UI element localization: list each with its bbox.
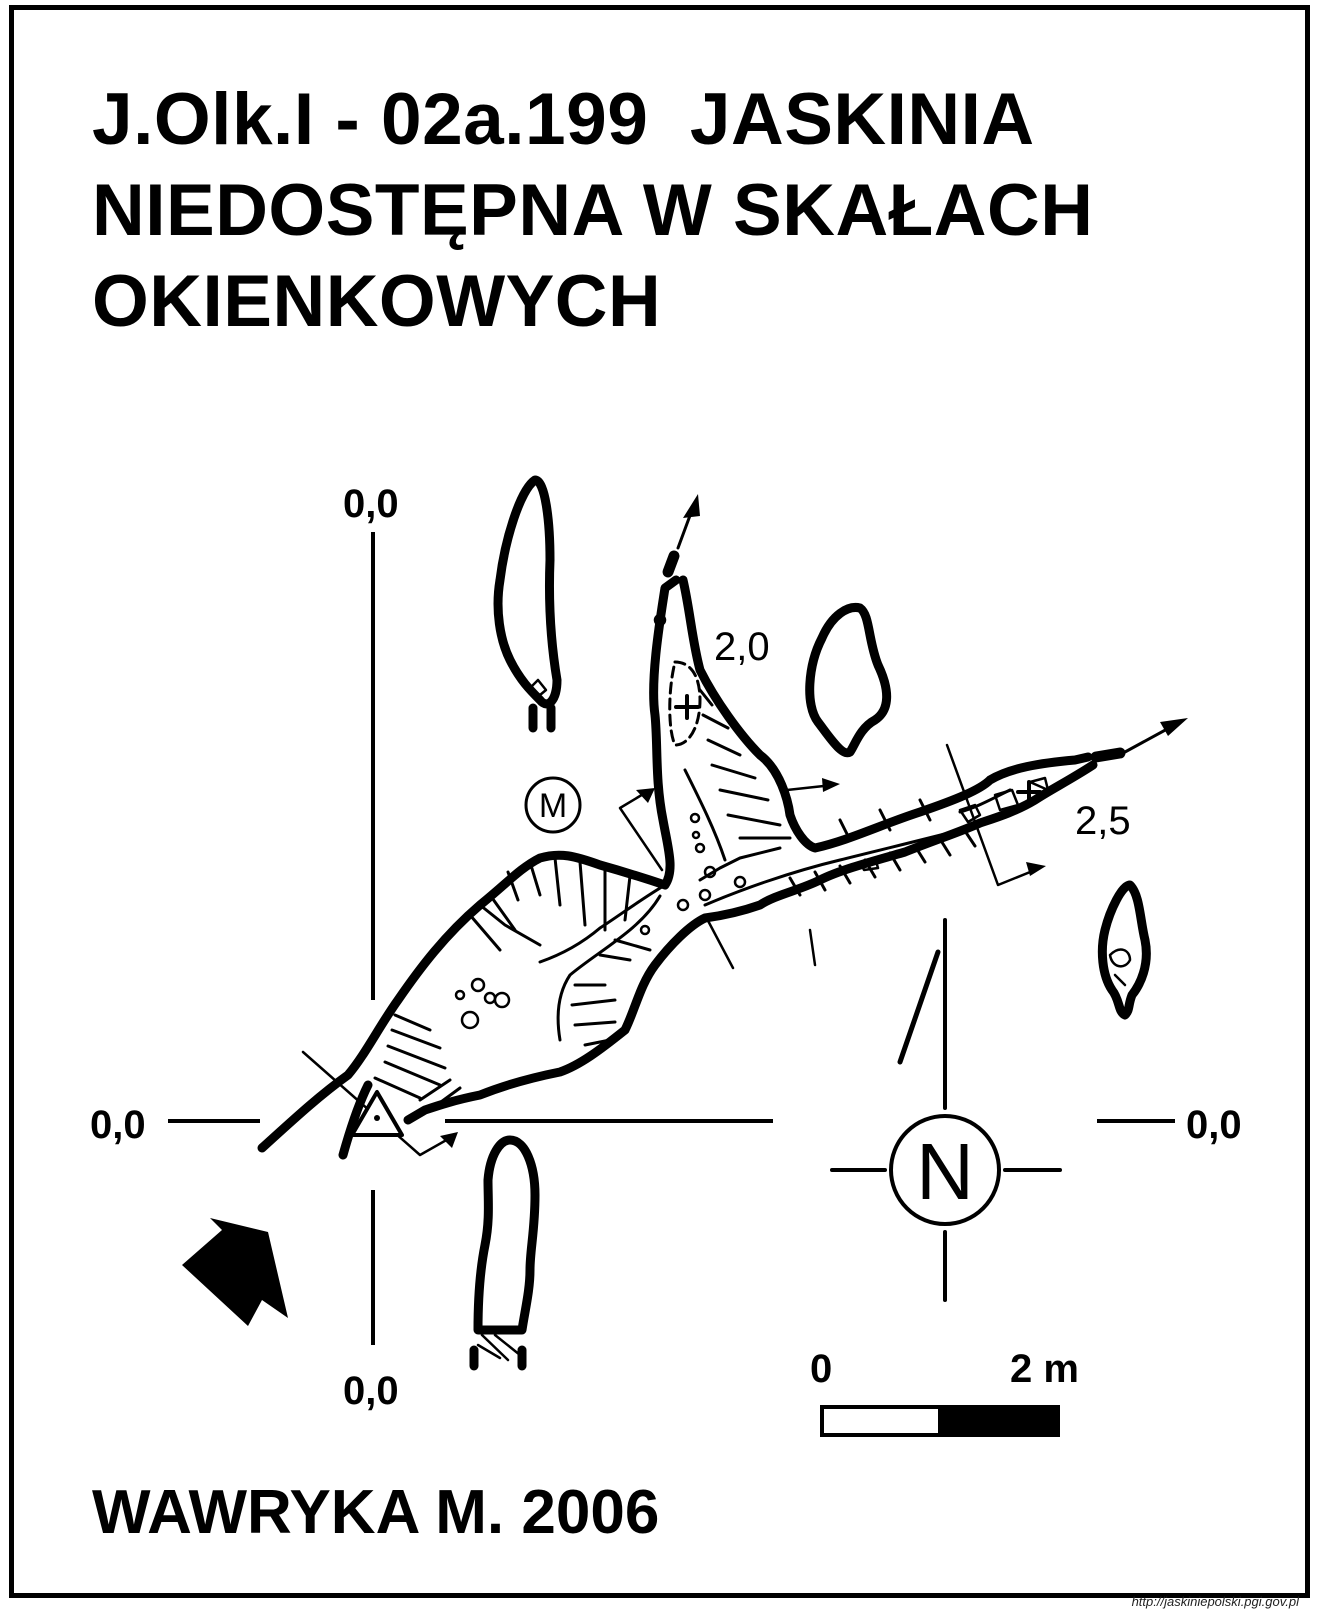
section-label-left: 0,0 [90,1103,146,1147]
rock-debris [454,613,1050,1030]
pillar-details [476,678,1132,1362]
scale-end-label: 2 m [1010,1347,1079,1391]
rock-pillar-south [473,1135,540,1335]
cave-wall-entrance-left [338,1080,373,1160]
rock-pillar-north [493,475,562,709]
passage-narrowing-east [1090,747,1126,763]
section-marker [808,928,817,967]
slope-hachures [373,688,977,1112]
passage-narrowing-north [662,550,680,578]
scale-bar: 0 2 m [810,1347,1079,1437]
rock-pillar-east [1097,880,1151,1020]
depth-label-east: 2,5 [1075,799,1131,843]
cave-wall-north [257,575,681,1153]
floor-line [556,894,662,1042]
section-label-right: 0,0 [1186,1103,1242,1147]
section-lines [168,532,1175,1345]
arrowheads [440,494,1188,1148]
north-label: N [916,1127,974,1216]
title-line-1: J.Olk.I - 02a.199 JASKINIA [92,79,1035,160]
source-url[interactable]: http://jaskiniepolski.pgi.gov.pl [1131,1594,1299,1609]
pit-feature [668,660,1042,805]
scale-segment-white [820,1405,942,1437]
depth-label-upper: 2,0 [714,625,770,669]
floor-line [703,823,982,907]
section-label-bottom: 0,0 [343,1369,399,1413]
section-label-top: 0,0 [343,482,399,526]
floor-line [683,768,727,862]
floor-line [478,903,542,947]
author-credit: WAWRYKA M. 2006 [92,1478,660,1547]
north-arrow-icon [830,918,1062,1302]
section-marker [945,743,1042,887]
cave-title: J.Olk.I - 02a.199 JASKINIA NIEDOSTĘPNA W… [92,74,1093,347]
floor-line [698,846,782,882]
section-marker [785,783,835,827]
section-marker [703,913,735,970]
cave-wall-south [403,760,1098,1125]
floor-features [478,768,1012,1042]
station-marker-label: M [539,787,567,825]
floor-line [538,883,667,964]
section-marker [618,788,664,872]
pit-outline [668,660,702,747]
rock-pillar-northeast [805,603,892,758]
cave-outline [257,550,1126,1160]
station-marker-circle [524,776,582,834]
cave-wall-east-upper [678,575,1093,853]
scale-segment-black [938,1405,1060,1437]
title-line-2: NIEDOSTĘPNA W SKAŁACH [92,170,1094,251]
scale-start-label: 0 [810,1347,832,1391]
section-marker [301,1050,452,1157]
rock-pillars [469,475,1151,1371]
entrance-arrow-icon [182,1218,288,1326]
survey-station-icon [350,1090,404,1137]
map-frame [9,5,1310,1598]
cross-section-markers [301,743,1042,1157]
title-line-3: OKIENKOWYCH [92,261,662,342]
